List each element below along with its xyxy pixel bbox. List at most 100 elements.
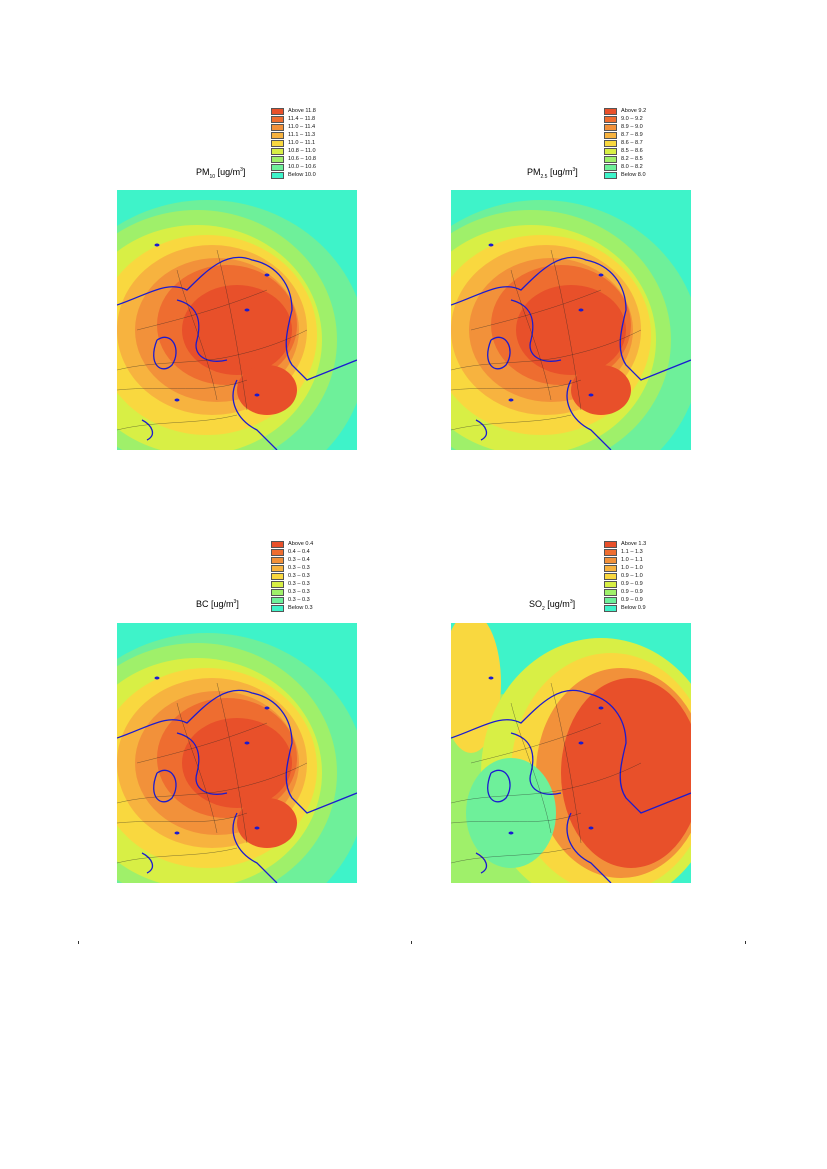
title-sub: 2.5 bbox=[540, 173, 548, 180]
road-line bbox=[136, 722, 268, 764]
legend-label: 0.3 – 0.3 bbox=[288, 597, 310, 603]
legend-swatch bbox=[604, 156, 617, 163]
road-line bbox=[136, 289, 268, 331]
title-main: PM bbox=[196, 167, 210, 177]
road-line bbox=[550, 249, 582, 411]
road-line bbox=[216, 682, 248, 844]
lake bbox=[578, 741, 584, 745]
legend-label: 10.6 – 10.8 bbox=[288, 156, 316, 162]
road-line bbox=[470, 722, 602, 764]
lake bbox=[508, 831, 514, 835]
legend-label: 11.0 – 11.4 bbox=[288, 124, 316, 130]
road-line bbox=[176, 702, 218, 834]
legend-swatch bbox=[271, 557, 284, 564]
legend-swatch bbox=[604, 565, 617, 572]
bc-legend: Above 0.4 0.4 – 0.4 0.3 – 0.4 0.3 – 0.3 … bbox=[271, 541, 361, 613]
coastline bbox=[117, 256, 357, 381]
legend-label: 8.2 – 8.5 bbox=[621, 156, 643, 162]
title-sub: 10 bbox=[209, 173, 216, 180]
legend-label: 0.3 – 0.4 bbox=[288, 557, 310, 563]
legend-swatch bbox=[604, 573, 617, 580]
coastline bbox=[451, 689, 691, 814]
bc-title: BC [ug/m3] bbox=[196, 599, 239, 612]
legend-label: Below 0.9 bbox=[621, 605, 646, 611]
title-end: ] bbox=[575, 167, 578, 177]
legend-label: Above 0.4 bbox=[288, 541, 314, 547]
lake bbox=[264, 706, 270, 710]
coastline bbox=[487, 336, 511, 370]
title-sub: 2 bbox=[542, 605, 545, 612]
page-tick-mark bbox=[411, 941, 412, 944]
road-line bbox=[510, 702, 552, 834]
legend-label: Below 0.3 bbox=[288, 605, 313, 611]
pm10-legend: Above 11.8 11.4 – 11.8 11.0 – 11.4 11.1 … bbox=[271, 108, 361, 180]
legend-swatch bbox=[604, 164, 617, 171]
road-line bbox=[117, 379, 248, 391]
coastline bbox=[232, 379, 278, 450]
road-line bbox=[176, 269, 218, 401]
lake bbox=[508, 398, 514, 402]
concentration-band bbox=[571, 365, 631, 415]
concentration-band bbox=[237, 798, 297, 848]
legend-swatch bbox=[604, 148, 617, 155]
concentration-band bbox=[561, 678, 691, 868]
legend-label: Above 9.2 bbox=[621, 108, 647, 114]
legend-label: Above 1.3 bbox=[621, 541, 647, 547]
legend-label: 0.9 – 0.9 bbox=[621, 597, 643, 603]
legend-swatch bbox=[271, 140, 284, 147]
road-line bbox=[451, 762, 642, 804]
legend-swatch bbox=[604, 132, 617, 139]
legend-swatch bbox=[604, 581, 617, 588]
coastline bbox=[510, 299, 562, 362]
so2-legend: Above 1.3 1.1 – 1.3 1.0 – 1.1 1.0 – 1.0 … bbox=[604, 541, 694, 613]
legend-label: 8.5 – 8.6 bbox=[621, 148, 643, 154]
concentration-band bbox=[451, 623, 501, 753]
concentration-band bbox=[182, 718, 292, 808]
legend-swatch bbox=[271, 565, 284, 572]
legend-label: 0.3 – 0.3 bbox=[288, 589, 310, 595]
legend-label: 1.0 – 1.1 bbox=[621, 557, 643, 563]
bc-map bbox=[117, 623, 357, 883]
legend-label: 9.0 – 9.2 bbox=[621, 116, 643, 122]
lake bbox=[174, 398, 180, 402]
title-sup: 3 bbox=[240, 167, 243, 173]
legend-swatch bbox=[604, 541, 617, 548]
coastline bbox=[153, 769, 177, 803]
lake bbox=[488, 676, 494, 680]
legend-label: 0.9 – 1.0 bbox=[621, 573, 643, 579]
pm25-map bbox=[451, 190, 691, 450]
title-end: ] bbox=[572, 599, 576, 609]
legend-label: 0.9 – 0.9 bbox=[621, 589, 643, 595]
legend-swatch bbox=[271, 108, 284, 115]
concentration-band bbox=[182, 285, 292, 375]
legend-swatch bbox=[604, 589, 617, 596]
legend-label: 0.4 – 0.4 bbox=[288, 549, 310, 555]
concentration-band bbox=[466, 758, 556, 868]
title-unit: [ug/m bbox=[208, 599, 234, 609]
road-line bbox=[117, 812, 248, 824]
legend-label: 1.1 – 1.3 bbox=[621, 549, 643, 555]
legend-swatch bbox=[271, 549, 284, 556]
lake bbox=[174, 831, 180, 835]
concentration-band bbox=[237, 365, 297, 415]
title-unit: [ug/m bbox=[544, 599, 570, 609]
lake bbox=[254, 826, 260, 830]
legend-swatch bbox=[271, 156, 284, 163]
lake bbox=[254, 393, 260, 397]
coastline bbox=[141, 852, 154, 874]
legend-swatch bbox=[271, 589, 284, 596]
coastline bbox=[176, 732, 228, 795]
so2-title: SO2 [ug/m3] bbox=[529, 599, 575, 612]
road-line bbox=[117, 847, 238, 864]
legend-swatch bbox=[271, 172, 284, 179]
legend-label: 11.0 – 11.1 bbox=[288, 140, 316, 146]
pm10-title: PM10 [ug/m3] bbox=[196, 167, 245, 180]
legend-swatch bbox=[271, 541, 284, 548]
legend-label: 0.3 – 0.3 bbox=[288, 573, 310, 579]
coastline bbox=[117, 689, 357, 814]
legend-swatch bbox=[271, 581, 284, 588]
coastline bbox=[566, 812, 612, 883]
legend-label: Below 8.0 bbox=[621, 172, 646, 178]
lake bbox=[598, 706, 604, 710]
legend-swatch bbox=[271, 132, 284, 139]
